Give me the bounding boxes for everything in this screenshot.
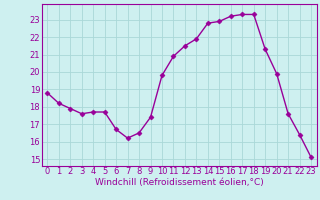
- X-axis label: Windchill (Refroidissement éolien,°C): Windchill (Refroidissement éolien,°C): [95, 178, 264, 187]
